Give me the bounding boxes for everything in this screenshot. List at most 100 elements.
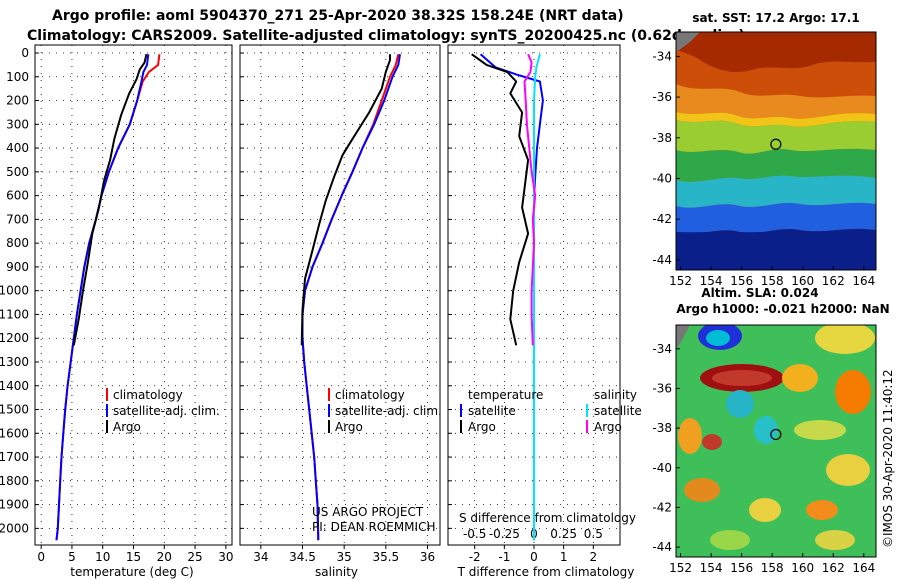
temperature-grid (35, 45, 232, 545)
map-y-tick-label: -40 (652, 171, 672, 185)
sst-map-title: sat. SST: 17.2 Argo: 17.1 (692, 11, 859, 25)
footer-credit: ©IMOS 30-Apr-2020 11:40:12 (881, 369, 895, 548)
salinity-series-satellite-adj-clim- (301, 54, 401, 541)
map-x-tick-label: 154 (700, 561, 723, 575)
sla-map-subtitle: Argo h1000: -0.021 h2000: NaN (676, 302, 889, 316)
depth-tick-label: 1300 (0, 355, 29, 369)
depth-tick-label: 700 (6, 212, 29, 226)
salinity-legend: climatology satellite-adj. clim. Argo (328, 388, 442, 434)
depth-tick-label: 1800 (0, 474, 29, 488)
map-y-tick-label: -42 (652, 212, 672, 226)
depth-tick-label: 600 (6, 189, 29, 203)
temperature-series-argo (72, 53, 148, 346)
salinity-x-tick-label: 35 (337, 550, 352, 564)
temperature-x-tick-label: 5 (68, 550, 76, 564)
difference-series-temperature-argo (471, 53, 530, 346)
legend-label-climatology: climatology (335, 388, 405, 402)
sst-map-frame (675, 31, 877, 271)
difference-secondary-x-label: S difference from climatology (459, 511, 636, 525)
sst-map-x-ticks: 152 154 156 158 160 162 164 (669, 266, 875, 288)
legend-label-satellite: satellite-adj. clim. (113, 404, 220, 418)
temperature-frame (34, 44, 233, 546)
difference-x-tick-label: 2 (589, 550, 597, 564)
sst-map-y-ticks: -34 -36 -38 -40 -42 -44 (652, 49, 680, 267)
map-x-tick-label: 152 (669, 274, 692, 288)
map-y-tick-label: -38 (652, 131, 672, 145)
salinity-series-climatology (301, 53, 400, 541)
temperature-x-ticks: 0 5 10 15 20 25 30 (37, 545, 233, 564)
map-y-tick-label: -38 (652, 421, 672, 435)
temperature-panel: 0 5 10 15 20 25 30 climatology satellite-adj. … (34, 44, 233, 579)
map-y-tick-label: -36 (652, 90, 672, 104)
map-y-tick-label: -34 (652, 49, 672, 63)
temperature-x-tick-label: 20 (157, 550, 172, 564)
difference-grid (448, 45, 620, 545)
header-title-line2: Climatology: CARS2009. Satellite-adjuste… (27, 28, 745, 44)
sla-map-y-ticks: -34 -36 -38 -40 -42 -44 (652, 342, 680, 554)
depth-axis: 0 100 200 300 400 500 600 700 800 900 1000 1100 1200… (0, 46, 29, 535)
salinity-x-tick-label: 34.5 (289, 550, 316, 564)
depth-tick-label: 1500 (0, 403, 29, 417)
legend-label-satellite: satellite-adj. clim. (335, 404, 442, 418)
difference-x-tick-label: -1 (498, 550, 510, 564)
depth-tick-label: 1200 (0, 331, 29, 345)
depth-tick-label: 1400 (0, 379, 29, 393)
depth-tick-label: 300 (6, 117, 29, 131)
temperature-series-satellite-adj-clim- (55, 54, 150, 541)
float-position-marker (770, 428, 782, 441)
legend-heading-salinity: salinity (594, 388, 637, 402)
difference-series-salinity-argo (523, 53, 537, 346)
depth-tick-label: 0 (21, 46, 29, 60)
sla-map-title: Altim. SLA: 0.024 (701, 286, 818, 300)
legend-heading-temperature: temperature (468, 388, 543, 402)
depth-tick-label: 800 (6, 236, 29, 250)
map-x-tick-label: 160 (791, 274, 814, 288)
map-x-tick-label: 152 (669, 561, 692, 575)
legend-label-argo: Argo (113, 420, 141, 434)
difference-x-tick-label: 0 (530, 550, 538, 564)
legend-label-climatology: climatology (113, 388, 183, 402)
difference-secondary-x-tick-label: -0.25 (489, 527, 520, 541)
difference-panel: -2 -1 0 1 2 -0.5 -0.25 0 0.25 0.5 temperature sa… (447, 44, 642, 579)
difference-x-label: T difference from climatology (457, 565, 635, 579)
salinity-x-ticks: 34 34.5 35 35.5 36 (253, 545, 435, 564)
depth-tick-label: 1900 (0, 498, 29, 512)
depth-tick-label: 1600 (0, 426, 29, 440)
map-x-tick-label: 156 (730, 274, 753, 288)
temperature-x-tick-label: 25 (187, 550, 202, 564)
header-title-line1: Argo profile: aoml 5904370_271 25-Apr-20… (52, 8, 624, 24)
depth-tick-label: 400 (6, 141, 29, 155)
map-x-tick-label: 162 (822, 561, 845, 575)
map-y-tick-label: -42 (652, 500, 672, 514)
salinity-frame (239, 44, 441, 546)
salinity-panel: 34 34.5 35 35.5 36 climatology satellite-adj… (239, 44, 442, 579)
depth-tick-label: 1700 (0, 450, 29, 464)
depth-tick-label: 1000 (0, 284, 29, 298)
depth-tick-label: 500 (6, 165, 29, 179)
sla-map: Altim. SLA: 0.024 Argo h1000: -0.021 h20… (652, 286, 889, 575)
float-position-marker (770, 138, 782, 150)
difference-secondary-x-tick-label: -0.5 (463, 527, 486, 541)
depth-tick-label: 100 (6, 70, 29, 84)
legend-label-sal-satellite: satellite (594, 404, 642, 418)
difference-legend: temperature satellite Argo salinity sate… (460, 388, 642, 434)
map-x-tick-label: 164 (852, 561, 875, 575)
map-x-tick-label: 164 (852, 274, 875, 288)
temperature-x-tick-label: 30 (218, 550, 233, 564)
temperature-legend: climatology satellite-adj. clim. Argo (106, 388, 220, 434)
temperature-x-label: temperature (deg C) (70, 565, 193, 579)
sla-map-x-ticks: 152 154 156 158 160 162 164 (669, 553, 875, 575)
depth-tick-label: 200 (6, 94, 29, 108)
map-y-tick-label: -44 (652, 253, 672, 267)
salinity-x-label: salinity (315, 565, 358, 579)
map-x-tick-label: 162 (822, 274, 845, 288)
depth-tick-label: 2000 (0, 521, 29, 535)
map-x-tick-label: 158 (761, 274, 784, 288)
difference-x-tick-label: 1 (560, 550, 568, 564)
map-x-tick-label: 154 (700, 274, 723, 288)
salinity-grid (240, 45, 440, 545)
annotation-project: US ARGO PROJECT (312, 505, 424, 519)
difference-secondary-x-ticks: -0.5 -0.25 0 0.25 0.5 (463, 527, 603, 541)
legend-label-sal-argo: Argo (594, 420, 622, 434)
